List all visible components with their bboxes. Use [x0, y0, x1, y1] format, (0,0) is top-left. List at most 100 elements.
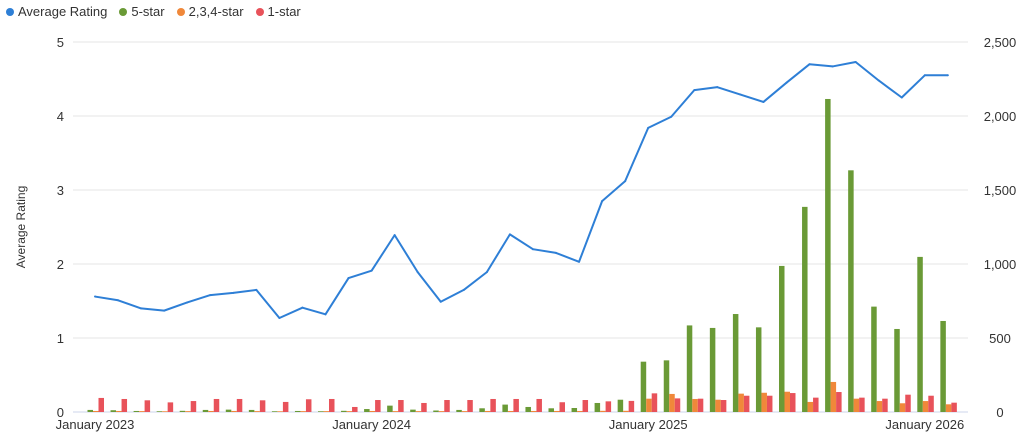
bar-1-star — [236, 398, 243, 412]
bar-1-star — [98, 397, 104, 412]
legend-dot-icon — [176, 7, 185, 16]
x-tick-label: January 2023 — [56, 417, 135, 432]
legend-dot-icon — [6, 7, 14, 16]
average-rating-point — [831, 65, 834, 68]
average-rating-point — [808, 63, 811, 66]
average-rating-point — [624, 180, 627, 183]
bar-1-star — [651, 393, 658, 412]
bar-5-star — [894, 328, 900, 412]
average-rating-line — [94, 60, 948, 320]
average-rating-point — [416, 271, 419, 274]
average-rating-point — [508, 233, 511, 236]
bar-5-star — [179, 410, 186, 412]
bar-1-star — [121, 398, 128, 412]
bar-1-star — [536, 398, 542, 412]
bar-5-star — [755, 327, 762, 412]
bar-2-3-4-star — [853, 398, 860, 412]
bar-5-star — [225, 409, 232, 412]
bar-2-3-4-star — [139, 411, 145, 412]
bar-1-star — [836, 392, 842, 412]
bar-5-star — [156, 411, 163, 412]
bar-2-3-4-star — [784, 391, 790, 412]
bar-5-star — [318, 411, 324, 412]
bar-1-star — [398, 400, 404, 412]
bar-1-star — [352, 406, 358, 412]
average-rating-point — [324, 313, 327, 316]
bar-2-3-4-star — [577, 410, 583, 412]
average-rating-point — [140, 307, 143, 310]
average-rating-point — [94, 295, 96, 298]
bar-2-3-4-star — [323, 411, 329, 412]
legend: Average Rating 5-star 2,3,4-star 1-star — [6, 4, 301, 19]
legend-item-average-rating[interactable]: Average Rating — [6, 4, 107, 19]
y-left-tick-label: 5 — [57, 35, 64, 50]
average-rating-point — [900, 96, 903, 99]
bar-1-star — [144, 400, 151, 412]
bar-1-star — [259, 400, 266, 412]
bar-5-star — [825, 98, 831, 412]
average-rating-point — [485, 271, 488, 274]
bar-5-star — [640, 361, 647, 412]
y-left-tick-label: 4 — [57, 109, 64, 124]
average-rating-point — [716, 86, 719, 89]
bar-2-3-4-star — [692, 398, 698, 412]
bar-5-star — [271, 411, 278, 412]
bar-5-star — [548, 408, 554, 412]
bar-5-star — [110, 410, 117, 412]
average-rating-point — [555, 251, 557, 254]
y-right-tick-label: 1,000 — [984, 257, 1017, 272]
bar-5-star — [387, 405, 393, 412]
bar-5-star — [87, 409, 93, 412]
bar-1-star — [375, 400, 381, 412]
bar-1-star — [513, 398, 519, 412]
average-rating-point — [117, 299, 120, 302]
bar-1-star — [605, 401, 612, 412]
bar-1-star — [329, 398, 335, 412]
bar-1-star — [421, 402, 427, 412]
bar-5-star — [456, 409, 462, 412]
bar-2-3-4-star — [162, 411, 168, 412]
bar-1-star — [905, 394, 911, 412]
bar-1-star — [743, 395, 750, 412]
bar-1-star — [490, 398, 496, 412]
bar-1-star — [697, 398, 704, 412]
bar-5-star — [686, 325, 693, 412]
legend-dot-icon — [255, 7, 264, 16]
average-rating-point — [647, 126, 650, 129]
bar-2-3-4-star — [346, 411, 353, 412]
bar-1-star — [467, 400, 473, 412]
average-rating-point — [693, 89, 696, 92]
bar-5-star — [341, 410, 347, 412]
bar-5-star — [133, 410, 140, 412]
bar-5-star — [617, 399, 624, 412]
bar-2-3-4-star — [438, 411, 445, 412]
bar-2-3-4-star — [715, 399, 721, 412]
bar-2-3-4-star — [554, 410, 560, 412]
bar-5-star — [940, 320, 946, 412]
bar-5-star — [248, 409, 255, 412]
bar-1-star — [790, 393, 796, 412]
y-left-tick-label: 2 — [57, 257, 64, 272]
bar-1-star — [674, 398, 681, 412]
average-rating-point — [439, 300, 442, 303]
bar-5-star — [802, 206, 808, 412]
bar-2-3-4-star — [484, 410, 491, 412]
legend-item-1-star[interactable]: 1-star — [255, 4, 301, 19]
legend-label: 2,3,4-star — [188, 4, 244, 19]
average-rating-point — [278, 317, 281, 320]
bar-1-star — [559, 402, 565, 412]
bar-2-3-4-star — [231, 410, 237, 412]
average-rating-point — [186, 301, 189, 304]
bar-5-star — [433, 410, 439, 412]
legend-item-234-star[interactable]: 2,3,4-star — [176, 4, 244, 19]
legend-item-5-star[interactable]: 5-star — [119, 4, 165, 19]
average-rating-point — [393, 234, 396, 237]
bar-2-3-4-star — [623, 410, 629, 412]
average-rating-point — [347, 277, 350, 280]
bar-2-3-4-star — [208, 410, 214, 412]
bar-1-star — [766, 395, 773, 412]
x-tick-label: January 2025 — [609, 417, 688, 432]
bar-1-star — [720, 400, 727, 412]
average-rating-point — [877, 79, 880, 82]
